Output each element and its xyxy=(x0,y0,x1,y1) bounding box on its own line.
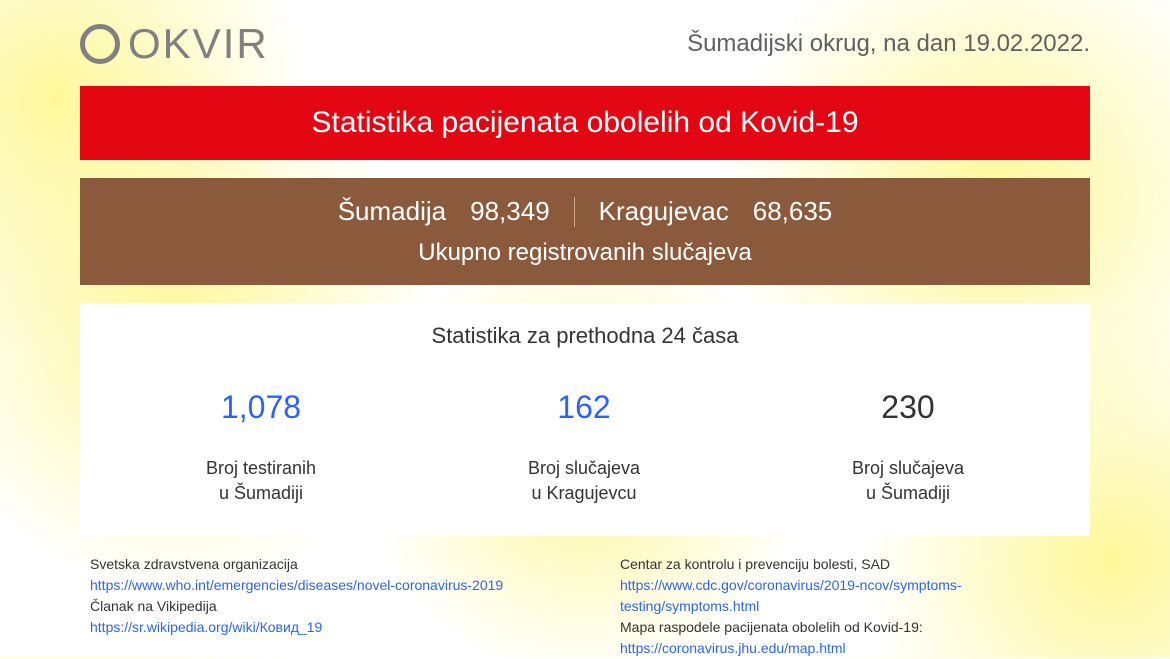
divider-icon xyxy=(574,197,575,227)
header-row: OKVIR Šumadijski okrug, na dan 19.02.202… xyxy=(80,20,1090,68)
stats-row: 1,078 Broj testiranih u Šumadiji 162 Bro… xyxy=(100,389,1070,506)
brown-subtitle: Ukupno registrovanih slučajeva xyxy=(98,239,1072,267)
source-label: Članak na Vikipedija xyxy=(90,596,560,617)
stat-value: 1,078 xyxy=(206,389,316,426)
brown-banner: Šumadija 98,349 Kragujevac 68,635 Ukupno… xyxy=(80,178,1090,285)
source-link-jhu[interactable]: https://coronavirus.jhu.edu/map.html xyxy=(620,640,846,656)
logo-text: OKVIR xyxy=(128,20,269,68)
sources-row: Svetska zdravstvena organizacija https:/… xyxy=(80,554,1090,659)
source-link-who[interactable]: https://www.who.int/emergencies/diseases… xyxy=(90,577,503,593)
source-label: Svetska zdravstvena organizacija xyxy=(90,554,560,575)
brown-totals-row: Šumadija 98,349 Kragujevac 68,635 xyxy=(98,196,1072,227)
white-panel: Statistika za prethodna 24 časa 1,078 Br… xyxy=(80,303,1090,536)
source-label: Mapa raspodele pacijenata obolelih od Ko… xyxy=(620,617,1090,638)
stat-label: Broj testiranih u Šumadiji xyxy=(206,456,316,506)
stat-label: Broj slučajeva u Kragujevcu xyxy=(528,456,640,506)
stat-col-sumadija: 230 Broj slučajeva u Šumadiji xyxy=(852,389,964,506)
region1-value: 98,349 xyxy=(470,196,550,227)
sources-right: Centar za kontrolu i prevenciju bolesti,… xyxy=(560,554,1090,659)
source-link-cdc[interactable]: https://www.cdc.gov/coronavirus/2019-nco… xyxy=(620,577,962,614)
region2-value: 68,635 xyxy=(753,196,833,227)
red-banner: Statistika pacijenata obolelih od Kovid-… xyxy=(80,86,1090,160)
stat-col-kragujevac: 162 Broj slučajeva u Kragujevcu xyxy=(528,389,640,506)
source-label: Centar za kontrolu i prevenciju bolesti,… xyxy=(620,554,1090,575)
panel-title: Statistika za prethodna 24 časa xyxy=(100,323,1070,349)
stat-label: Broj slučajeva u Šumadiji xyxy=(852,456,964,506)
logo: OKVIR xyxy=(80,20,269,68)
stat-value: 162 xyxy=(528,389,640,426)
date-line: Šumadijski okrug, na dan 19.02.2022. xyxy=(687,30,1090,58)
source-link-wikipedia[interactable]: https://sr.wikipedia.org/wiki/Ковид_19 xyxy=(90,619,322,635)
sources-left: Svetska zdravstvena organizacija https:/… xyxy=(80,554,560,659)
red-banner-title: Statistika pacijenata obolelih od Kovid-… xyxy=(311,106,858,139)
region2-label: Kragujevac xyxy=(599,196,729,227)
region1-label: Šumadija xyxy=(338,196,446,227)
logo-circle-icon xyxy=(80,24,120,64)
stat-value: 230 xyxy=(852,389,964,426)
stat-col-tested: 1,078 Broj testiranih u Šumadiji xyxy=(206,389,316,506)
